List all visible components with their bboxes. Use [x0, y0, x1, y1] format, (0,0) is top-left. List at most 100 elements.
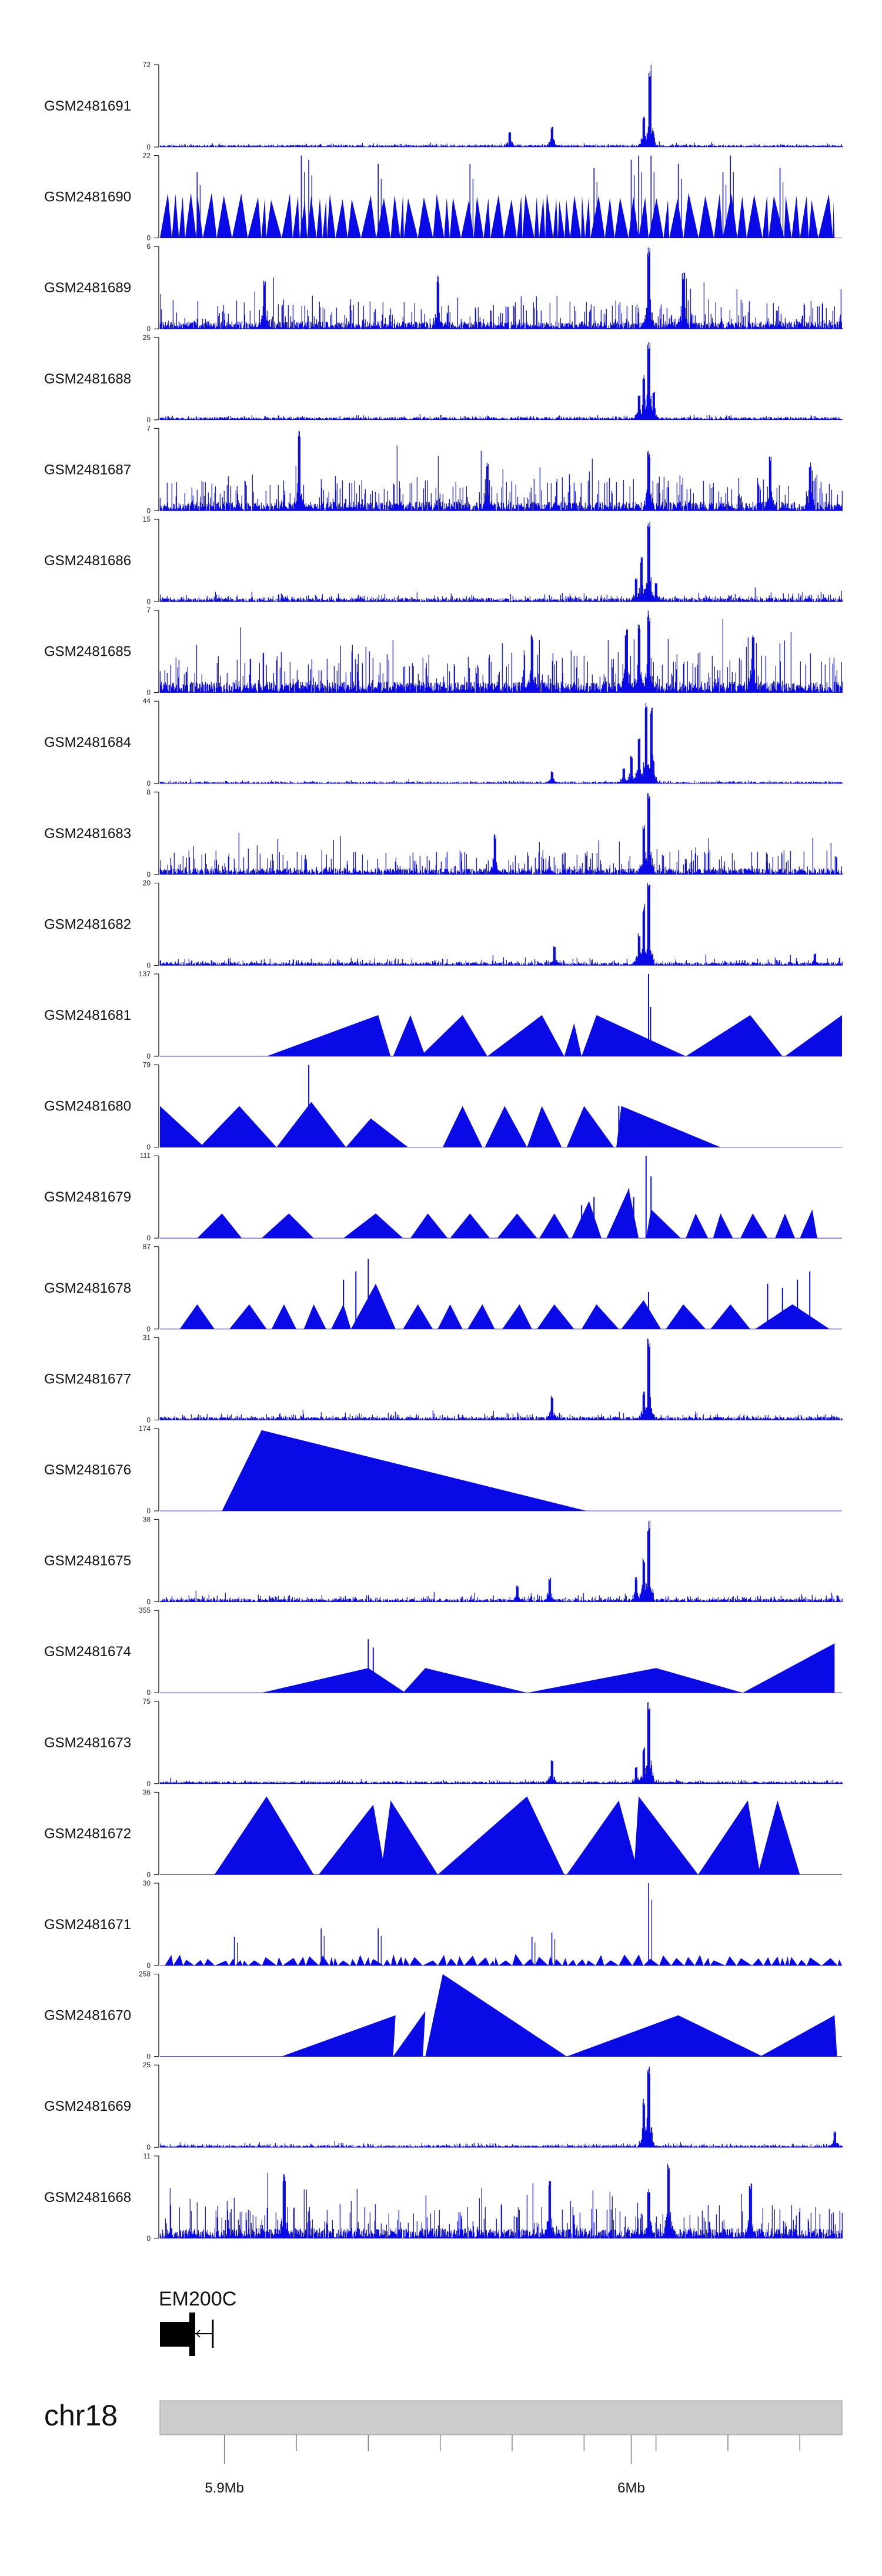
signal-triangle: [333, 1957, 338, 1966]
signal-triangle: [456, 1956, 465, 1966]
track-label: GSM2481674: [44, 1644, 131, 1660]
track-gsm2481670: GSM2481670 258 0: [44, 1970, 842, 2061]
signal-triangle: [261, 1213, 314, 1239]
signal-triangle: [771, 1956, 780, 1966]
signal-triangle: [248, 1960, 262, 1966]
track-label: GSM2481672: [44, 1826, 131, 1841]
signal-triangle: [403, 1958, 410, 1966]
signal-triangle: [775, 1213, 795, 1239]
signal-triangle: [467, 1304, 495, 1329]
signal-triangle: [527, 1106, 562, 1147]
track-gsm2481686: GSM2481686 15 0: [44, 515, 843, 606]
signal-triangle: [663, 199, 670, 238]
track-gsm2481669: GSM2481669 25 0: [44, 2061, 843, 2151]
signal-triangle: [737, 196, 747, 238]
signal-triangle: [433, 193, 445, 238]
signal-triangle: [564, 1023, 582, 1056]
signal-triangle: [740, 1213, 768, 1239]
signal-area: [159, 2164, 843, 2239]
track-gsm2481671: GSM2481671 30 0: [44, 1879, 842, 1970]
signal-triangle: [232, 193, 248, 238]
signal-triangle: [585, 196, 591, 238]
signal-triangle: [572, 1201, 602, 1239]
y-axis-max-label: 111: [140, 1152, 151, 1160]
signal-triangle: [534, 196, 539, 238]
signal-triangle: [567, 1960, 577, 1966]
signal-triangle: [553, 1958, 563, 1966]
y-axis-min-label: 0: [146, 1234, 151, 1242]
signal-triangle: [338, 1960, 350, 1966]
signal-triangle: [760, 2015, 837, 2057]
signal-triangle: [570, 195, 582, 238]
signal-triangle: [725, 1956, 737, 1966]
signal-triangle: [818, 193, 833, 238]
track-gsm2481673: GSM2481673 75 0: [44, 1697, 843, 1788]
signal-triangle: [539, 198, 546, 238]
signal-triangle: [282, 1958, 298, 1966]
track-label: GSM2481669: [44, 2098, 131, 2114]
y-axis-min-label: 0: [146, 1598, 151, 1606]
y-axis-min-label: 0: [146, 2143, 151, 2151]
signal-triangle: [303, 1304, 326, 1329]
signal-triangle: [714, 193, 723, 238]
y-axis-max-label: 75: [143, 1697, 151, 1706]
y-axis-max-label: 79: [143, 1061, 151, 1069]
signal-triangle: [800, 1209, 817, 1239]
y-axis-min-label: 0: [146, 1052, 151, 1060]
signal-triangle: [757, 1800, 800, 1875]
signal-triangle: [281, 2015, 396, 2057]
signal-area: [159, 610, 843, 693]
y-axis-min-label: 0: [146, 779, 151, 788]
signal-triangle: [539, 1213, 569, 1239]
track-label: GSM2481678: [44, 1280, 131, 1296]
signal-triangle: [346, 1118, 408, 1147]
y-axis-min-label: 0: [146, 689, 151, 697]
signal-triangle: [477, 1957, 490, 1966]
signal-triangle: [327, 193, 336, 238]
signal-triangle: [271, 1304, 296, 1329]
track-gsm2481682: GSM2481682 20 0: [44, 879, 843, 969]
signal-triangle: [331, 1304, 351, 1329]
signal-triangle: [833, 201, 835, 238]
y-axis-max-label: 7: [146, 606, 151, 615]
signal-triangle: [485, 1106, 527, 1147]
signal-triangle: [755, 1304, 830, 1329]
signal-triangle: [743, 1643, 835, 1693]
signal-triangle: [160, 193, 172, 238]
signal-triangle: [160, 1106, 205, 1147]
y-axis-max-label: 15: [143, 515, 151, 523]
signal-triangle: [686, 1015, 783, 1056]
track-label: GSM2481668: [44, 2190, 131, 2205]
y-axis-max-label: 25: [143, 2061, 151, 2069]
signal-triangle: [292, 196, 300, 238]
track-label: GSM2481670: [44, 2008, 131, 2024]
y-axis-min-label: 0: [146, 1325, 151, 1333]
signal-triangle: [808, 199, 818, 238]
signal-triangle: [564, 199, 570, 238]
gene-annotation-track: EM200C: [159, 2288, 236, 2356]
track-gsm2481678: GSM2481678 87 0: [44, 1243, 842, 1333]
signal-triangle: [557, 201, 565, 238]
signal-triangle: [489, 1960, 495, 1966]
signal-triangle: [566, 2015, 763, 2057]
y-axis-max-label: 355: [139, 1606, 151, 1614]
y-axis-max-label: 22: [143, 152, 151, 160]
y-axis-min-label: 0: [146, 1961, 151, 1970]
signal-triangle: [566, 1106, 614, 1147]
track-gsm2481681: GSM2481681 137 0: [44, 970, 842, 1060]
signal-triangle: [789, 1957, 798, 1966]
track-label: GSM2481685: [44, 644, 131, 660]
signal-triangle: [590, 195, 605, 238]
signal-area: [159, 65, 843, 148]
signal-triangle: [248, 197, 262, 238]
signal-triangle: [628, 196, 639, 238]
signal-triangle: [444, 198, 450, 238]
signal-triangle: [582, 1304, 619, 1329]
signal-area: [159, 1338, 843, 1420]
signal-triangle: [172, 193, 179, 238]
track-gsm2481687: GSM2481687 7 0: [44, 424, 843, 515]
track-label: GSM2481684: [44, 735, 131, 750]
signal-triangle: [659, 1955, 671, 1966]
signal-triangle: [785, 1956, 789, 1966]
track-label: GSM2481671: [44, 1917, 131, 1933]
